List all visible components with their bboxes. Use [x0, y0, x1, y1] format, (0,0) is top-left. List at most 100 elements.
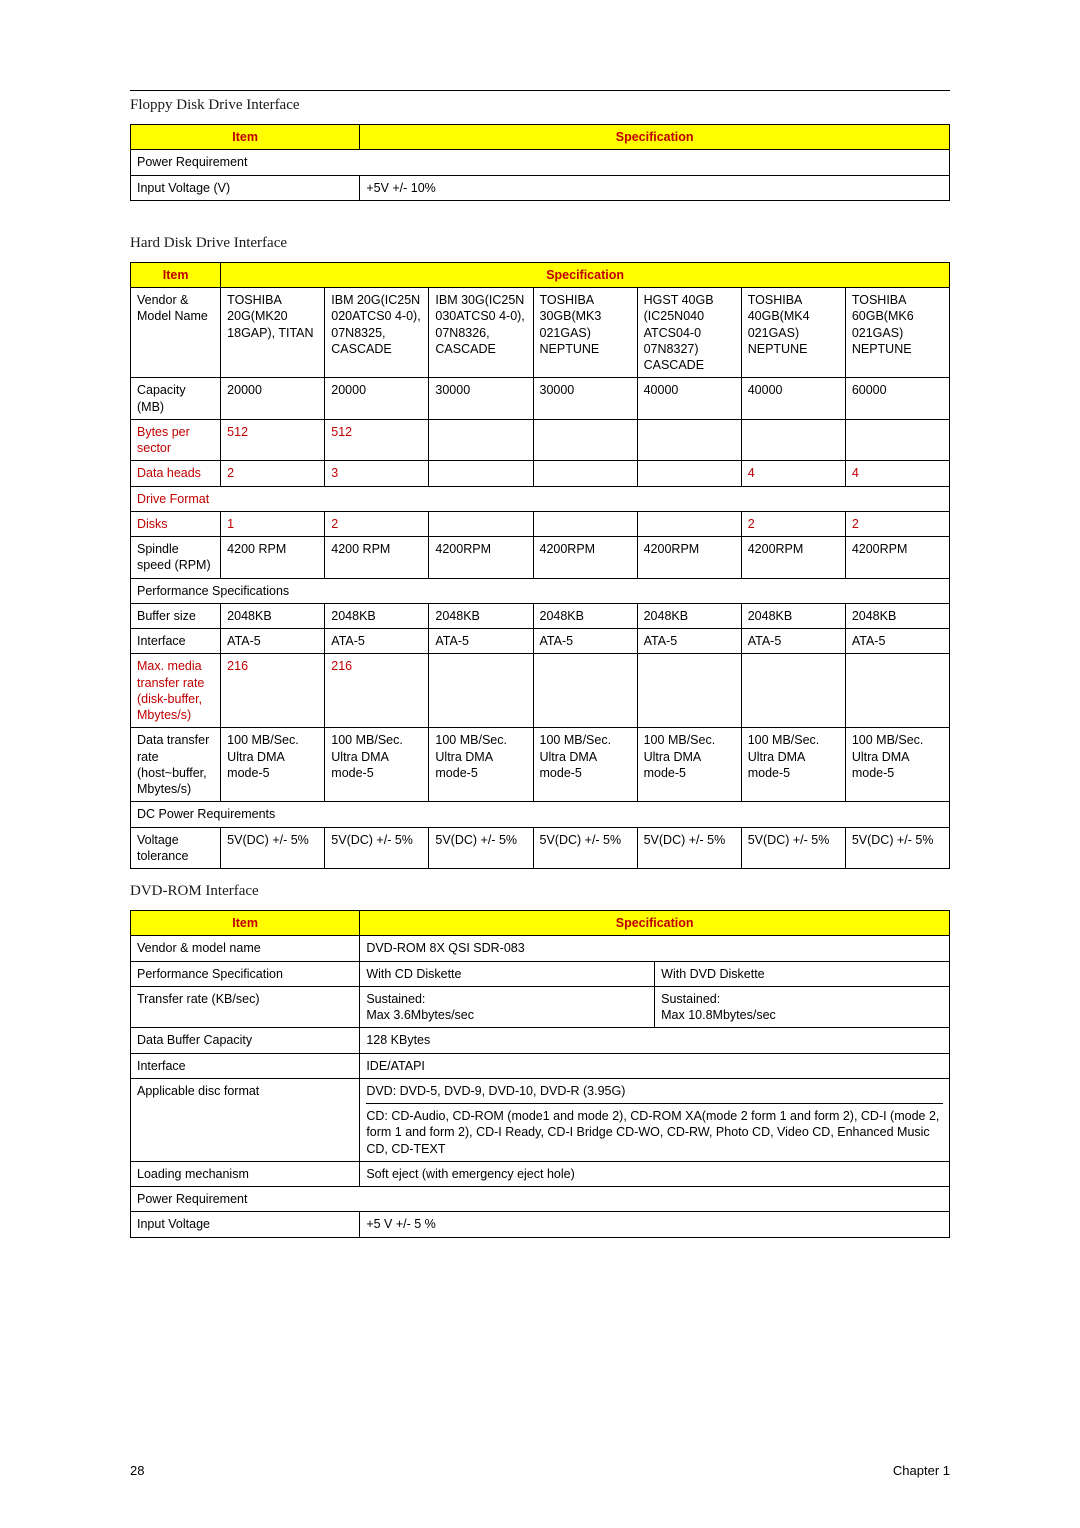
row-value — [533, 461, 637, 486]
row-value: TOSHIBA 60GB(MK6 021GAS) NEPTUNE — [845, 288, 949, 378]
row-value: 100 MB/Sec.Ultra DMA mode-5 — [221, 728, 325, 802]
row-value: 4200RPM — [637, 537, 741, 579]
row-value: ATA-5 — [533, 629, 637, 654]
row-value: ATA-5 — [325, 629, 429, 654]
row-value: 2 — [221, 461, 325, 486]
row-value — [429, 654, 533, 728]
row-label: Data heads — [131, 461, 221, 486]
row-label: Data transfer rate (host~buffer, Mbytes/… — [131, 728, 221, 802]
row-value: TOSHIBA 30GB(MK3 021GAS) NEPTUNE — [533, 288, 637, 378]
table-row: Applicable disc formatDVD: DVD-5, DVD-9,… — [131, 1078, 950, 1161]
row-value: 4200RPM — [533, 537, 637, 579]
table-row: Buffer size2048KB2048KB2048KB2048KB2048K… — [131, 603, 950, 628]
row-value: 128 KBytes — [360, 1028, 950, 1053]
table-row: Power Requirement — [131, 1187, 950, 1212]
row-label: Drive Format — [131, 486, 950, 511]
row-value — [845, 654, 949, 728]
floppy-th-item: Item — [131, 125, 360, 150]
row-value — [533, 419, 637, 461]
row-label: Bytes per sector — [131, 419, 221, 461]
page-number: 28 — [130, 1463, 144, 1478]
row-value: 60000 — [845, 378, 949, 420]
table-row: Loading mechanismSoft eject (with emerge… — [131, 1161, 950, 1186]
row-value: ATA-5 — [221, 629, 325, 654]
row-value: 2048KB — [741, 603, 845, 628]
row-value: 2048KB — [429, 603, 533, 628]
table-row: Transfer rate (KB/sec)Sustained:Max 3.6M… — [131, 986, 950, 1028]
row-value: ATA-5 — [637, 629, 741, 654]
row-value: 5V(DC) +/- 5% — [533, 827, 637, 869]
row-value: 5V(DC) +/- 5% — [845, 827, 949, 869]
row-value: ATA-5 — [845, 629, 949, 654]
row-value: 20000 — [325, 378, 429, 420]
row-label: Interface — [131, 629, 221, 654]
row-value: 5V(DC) +/- 5% — [741, 827, 845, 869]
row-label: Vendor & model name — [131, 936, 360, 961]
hdd-title: Hard Disk Drive Interface — [130, 235, 950, 252]
dvd-title: DVD-ROM Interface — [130, 883, 950, 900]
row-label: Disks — [131, 511, 221, 536]
table-row: InterfaceIDE/ATAPI — [131, 1053, 950, 1078]
row-value — [637, 419, 741, 461]
table-row: Spindle speed (RPM)4200 RPM4200 RPM4200R… — [131, 537, 950, 579]
row-value: HGST 40GB (IC25N040 ATCS04-0 07N8327) CA… — [637, 288, 741, 378]
row-value: 100 MB/Sec.Ultra DMA mode-5 — [325, 728, 429, 802]
table-row: DC Power Requirements — [131, 802, 950, 827]
row-value: 30000 — [429, 378, 533, 420]
row-value: 4 — [741, 461, 845, 486]
row-label: Interface — [131, 1053, 360, 1078]
table-row: InterfaceATA-5ATA-5ATA-5ATA-5ATA-5ATA-5A… — [131, 629, 950, 654]
table-row: Capacity (MB)200002000030000300004000040… — [131, 378, 950, 420]
table-row: Input Voltage (V)+5V +/- 10% — [131, 175, 950, 200]
row-value: 5V(DC) +/- 5% — [325, 827, 429, 869]
table-row: Data Buffer Capacity128 KBytes — [131, 1028, 950, 1053]
row-value — [637, 654, 741, 728]
top-rule — [130, 90, 950, 91]
row-value — [741, 654, 845, 728]
row-label: Input Voltage — [131, 1212, 360, 1237]
row-value: 2048KB — [637, 603, 741, 628]
row-value: +5 V +/- 5 % — [360, 1212, 950, 1237]
table-row: Performance Specifications — [131, 578, 950, 603]
row-value: 40000 — [637, 378, 741, 420]
row-label: Applicable disc format — [131, 1078, 360, 1161]
row-value — [845, 419, 949, 461]
table-row: Power Requirement — [131, 150, 950, 175]
hdd-th-spec: Specification — [221, 262, 950, 287]
row-value: 2 — [325, 511, 429, 536]
row-value: 5V(DC) +/- 5% — [221, 827, 325, 869]
row-value: 4200 RPM — [325, 537, 429, 579]
row-value: DVD: DVD-5, DVD-9, DVD-10, DVD-R (3.95G)… — [360, 1078, 950, 1161]
row-label: Performance Specifications — [131, 578, 950, 603]
row-value: TOSHIBA 20G(MK20 18GAP), TITAN — [221, 288, 325, 378]
table-row: Voltage tolerance5V(DC) +/- 5%5V(DC) +/-… — [131, 827, 950, 869]
row-value: 100 MB/Sec.Ultra DMA mode-5 — [741, 728, 845, 802]
row-label: Capacity (MB) — [131, 378, 221, 420]
row-value: IBM 20G(IC25N 020ATCS0 4-0), 07N8325, CA… — [325, 288, 429, 378]
floppy-th-spec: Specification — [360, 125, 950, 150]
dvd-th-spec: Specification — [360, 911, 950, 936]
table-row: Data heads2344 — [131, 461, 950, 486]
row-value: With DVD Diskette — [655, 961, 950, 986]
row-value: 512 — [221, 419, 325, 461]
row-value: 512 — [325, 419, 429, 461]
row-value: 2048KB — [221, 603, 325, 628]
row-value: 4200RPM — [845, 537, 949, 579]
row-value: 2 — [741, 511, 845, 536]
row-value: 30000 — [533, 378, 637, 420]
row-value — [429, 461, 533, 486]
row-label: Power Requirement — [131, 1187, 950, 1212]
row-value — [637, 511, 741, 536]
row-value: 40000 — [741, 378, 845, 420]
hdd-th-item: Item — [131, 262, 221, 287]
dvd-th-item: Item — [131, 911, 360, 936]
row-label: Voltage tolerance — [131, 827, 221, 869]
chapter-label: Chapter 1 — [893, 1463, 950, 1478]
page-footer: 28 Chapter 1 — [130, 1463, 950, 1478]
row-value: 2048KB — [533, 603, 637, 628]
row-value — [429, 419, 533, 461]
row-value: 4 — [845, 461, 949, 486]
row-value: +5V +/- 10% — [360, 175, 950, 200]
row-value: ATA-5 — [429, 629, 533, 654]
table-row: Max. media transfer rate (disk-buffer, M… — [131, 654, 950, 728]
